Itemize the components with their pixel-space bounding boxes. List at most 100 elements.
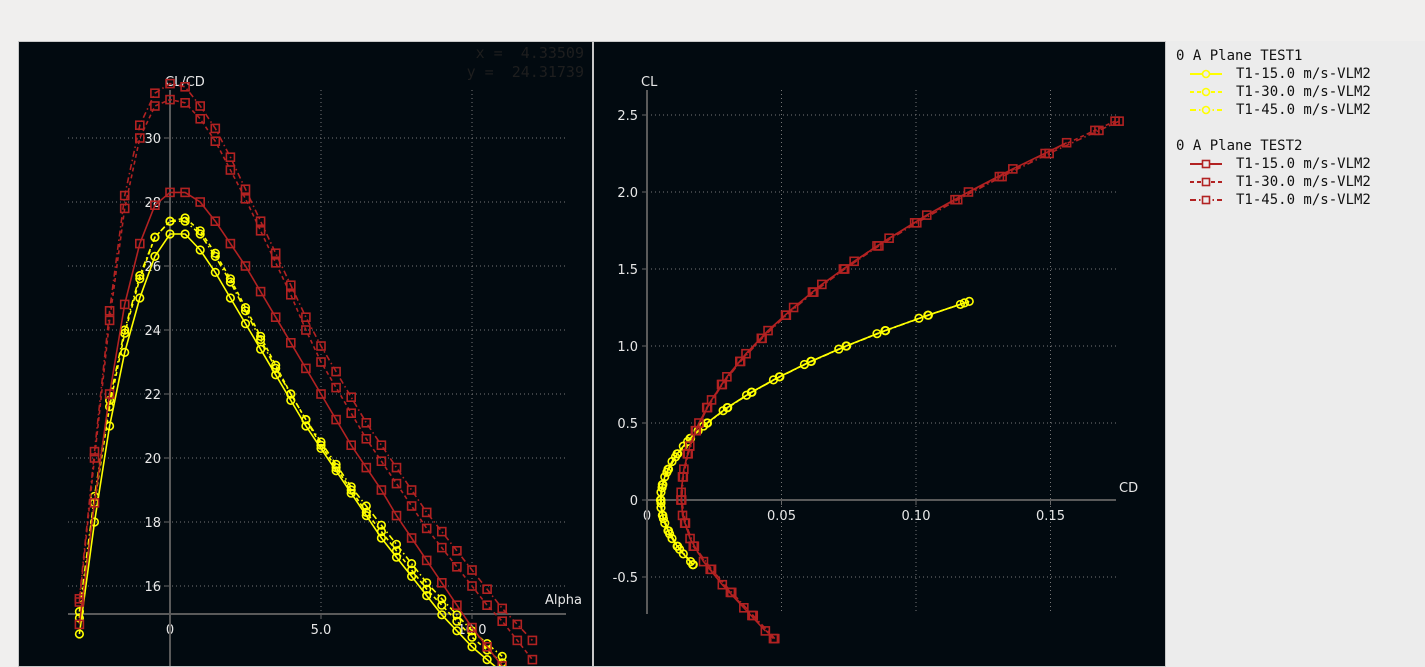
legend-label: T1-30.0 m/s-VLM2	[1236, 174, 1371, 190]
legend-item[interactable]: T1-30.0 m/s-VLM2	[1176, 173, 1425, 191]
data-point-square	[361, 417, 372, 428]
data-point-circle	[195, 245, 205, 255]
data-point-square	[706, 564, 717, 575]
data-point-square	[316, 389, 326, 399]
legend-item[interactable]: T1-45.0 m/s-VLM2	[1176, 101, 1425, 119]
data-point-circle	[437, 600, 447, 610]
data-point-square	[406, 501, 417, 511]
series	[655, 296, 974, 570]
data-point-square	[135, 133, 145, 143]
data-point-square	[89, 446, 100, 457]
legend-label: T1-15.0 m/s-VLM2	[1236, 66, 1371, 82]
data-point-circle	[331, 466, 341, 476]
legend-line-circle-icon	[1190, 69, 1222, 79]
data-point-circle	[452, 626, 462, 636]
data-point-circle	[165, 229, 175, 239]
data-point-square	[74, 619, 85, 630]
data-point-circle	[673, 541, 683, 551]
data-point-circle	[361, 507, 371, 518]
y-tick-label: 28	[144, 196, 161, 211]
readout-y-label: y =	[466, 63, 494, 81]
data-point-circle	[391, 552, 402, 562]
data-point-circle	[286, 389, 296, 399]
data-point-square	[180, 81, 190, 92]
data-point-circle	[663, 464, 674, 474]
data-point-square	[316, 357, 326, 367]
data-point-square	[808, 287, 819, 297]
data-point-circle	[923, 310, 933, 320]
data-point-circle	[256, 344, 266, 354]
data-point-square	[150, 200, 160, 210]
data-point-square	[527, 635, 538, 646]
data-point-circle	[225, 293, 235, 303]
data-point-square	[165, 94, 175, 105]
data-point-square	[452, 561, 462, 572]
data-point-square	[512, 619, 523, 630]
data-point-circle	[225, 274, 235, 284]
data-point-square	[952, 194, 963, 205]
data-point-circle	[663, 526, 674, 536]
data-point-square	[680, 518, 691, 528]
legend-item[interactable]: T1-45.0 m/s-VLM2	[1176, 191, 1425, 209]
data-point-square	[527, 654, 538, 665]
series	[74, 78, 538, 646]
y-tick-label: 24	[144, 324, 161, 339]
legend-item[interactable]: T1-15.0 m/s-VLM2	[1176, 155, 1425, 173]
data-point-square	[285, 337, 296, 348]
data-point-square	[376, 485, 387, 495]
data-point-square	[270, 312, 281, 323]
data-point-square	[760, 626, 771, 636]
data-point-square	[817, 279, 827, 290]
legend-line-square-icon	[1190, 159, 1222, 169]
y-tick-label: 22	[144, 388, 161, 403]
data-point-square	[497, 603, 508, 614]
legend-marker-circle	[1201, 69, 1211, 79]
data-point-square	[119, 203, 130, 214]
data-point-circle	[210, 248, 220, 258]
series-line	[680, 120, 1116, 640]
legend-item[interactable]: T1-15.0 m/s-VLM2	[1176, 65, 1425, 83]
data-point-square	[240, 184, 251, 194]
data-point-square	[717, 379, 728, 390]
cursor-readout: x = 4.33509 y = 24.31739	[467, 44, 584, 82]
data-point-square	[839, 264, 850, 274]
data-point-square	[1044, 148, 1054, 159]
data-point-square	[726, 587, 737, 598]
data-point-square	[135, 238, 145, 249]
data-point-circle	[331, 459, 341, 470]
series-line	[78, 233, 496, 666]
data-point-square	[331, 382, 341, 393]
data-point-circle	[104, 402, 115, 412]
legend-item[interactable]: T1-30.0 m/s-VLM2	[1176, 83, 1425, 101]
y-tick-label: 0	[630, 494, 638, 509]
data-point-circle	[376, 533, 387, 543]
data-point-square	[497, 661, 508, 666]
series-line	[680, 120, 1120, 640]
y-tick-label: 2.5	[617, 109, 638, 124]
data-point-circle	[702, 418, 713, 428]
data-point-square	[741, 348, 751, 359]
data-point-circle	[437, 610, 447, 620]
data-point-circle	[180, 216, 190, 226]
data-point-square	[678, 472, 689, 482]
data-point-square	[739, 602, 749, 613]
y-tick-label: 30	[144, 132, 161, 147]
y-tick-label: 16	[144, 580, 161, 595]
legend-line-square-icon	[1190, 177, 1222, 187]
data-point-square	[1061, 137, 1072, 148]
data-point-circle	[210, 267, 220, 277]
series-line	[660, 302, 965, 566]
data-point-circle	[723, 403, 733, 413]
series	[74, 187, 508, 666]
legend: 0 A Plane TEST1 T1-15.0 m/s-VLM2 T1-30.0…	[1166, 41, 1425, 667]
data-point-square	[210, 123, 221, 134]
data-point-circle	[658, 510, 668, 521]
data-point-circle	[834, 344, 844, 354]
data-point-square	[769, 633, 780, 644]
data-point-circle	[74, 629, 85, 639]
data-point-square	[482, 584, 492, 595]
data-point-square	[301, 325, 311, 335]
